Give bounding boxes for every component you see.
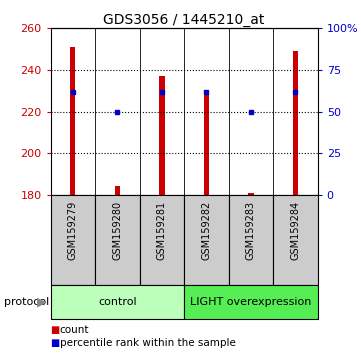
Text: protocol: protocol xyxy=(4,297,49,307)
Bar xyxy=(115,186,120,195)
Bar xyxy=(51,285,184,319)
Text: ▶: ▶ xyxy=(37,295,46,308)
Bar xyxy=(273,195,318,285)
Text: percentile rank within the sample: percentile rank within the sample xyxy=(60,338,235,348)
Bar xyxy=(184,285,318,319)
Bar xyxy=(140,195,184,285)
Text: GSM159279: GSM159279 xyxy=(68,201,78,260)
Text: ■: ■ xyxy=(51,325,60,335)
Text: LIGHT overexpression: LIGHT overexpression xyxy=(190,297,312,307)
Text: ■: ■ xyxy=(51,338,60,348)
Text: GSM159282: GSM159282 xyxy=(201,201,212,260)
Bar xyxy=(293,51,298,195)
Title: GDS3056 / 1445210_at: GDS3056 / 1445210_at xyxy=(103,13,265,27)
Text: GSM159281: GSM159281 xyxy=(157,201,167,260)
Bar xyxy=(70,47,75,195)
Bar xyxy=(51,195,95,285)
Bar xyxy=(248,193,253,195)
Bar xyxy=(229,195,273,285)
Bar xyxy=(159,76,165,195)
Text: GSM159280: GSM159280 xyxy=(112,201,122,260)
Text: control: control xyxy=(98,297,136,307)
Bar xyxy=(204,95,209,195)
Text: count: count xyxy=(60,325,89,335)
Bar xyxy=(95,195,140,285)
Text: GSM159284: GSM159284 xyxy=(290,201,300,260)
Text: GSM159283: GSM159283 xyxy=(246,201,256,260)
Bar xyxy=(184,195,229,285)
